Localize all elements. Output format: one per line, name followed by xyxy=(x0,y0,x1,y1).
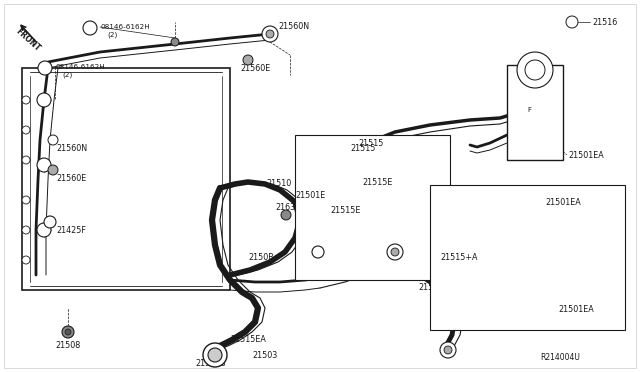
Bar xyxy=(430,185,625,330)
Circle shape xyxy=(440,342,456,358)
Circle shape xyxy=(37,158,51,172)
Circle shape xyxy=(62,326,74,338)
Text: 21501EA: 21501EA xyxy=(545,198,580,206)
Text: 21501B: 21501B xyxy=(455,321,486,330)
Text: 21501B: 21501B xyxy=(418,283,449,292)
Bar xyxy=(295,135,450,280)
Text: 21508: 21508 xyxy=(55,340,80,350)
Text: (2): (2) xyxy=(62,72,72,78)
Text: B: B xyxy=(43,65,47,71)
Circle shape xyxy=(525,60,545,80)
Text: 21631+A: 21631+A xyxy=(275,202,312,212)
Text: 21425F: 21425F xyxy=(56,225,86,234)
Text: 21501EA: 21501EA xyxy=(568,151,604,160)
Circle shape xyxy=(262,26,278,42)
Circle shape xyxy=(387,244,403,260)
Circle shape xyxy=(22,226,30,234)
Text: F: F xyxy=(527,107,531,113)
Text: 21515: 21515 xyxy=(358,138,383,148)
Text: 21501: 21501 xyxy=(378,238,403,247)
Circle shape xyxy=(48,165,58,175)
Text: 21515EA: 21515EA xyxy=(230,336,266,344)
Circle shape xyxy=(44,216,56,228)
Circle shape xyxy=(266,30,274,38)
Circle shape xyxy=(281,210,291,220)
Text: 08146-6162H: 08146-6162H xyxy=(100,24,150,30)
Circle shape xyxy=(517,52,553,88)
Text: 21560N: 21560N xyxy=(56,144,87,153)
Bar xyxy=(507,65,563,160)
Text: 21510: 21510 xyxy=(266,179,291,187)
Text: 21501B: 21501B xyxy=(195,359,226,368)
Circle shape xyxy=(38,61,52,75)
Circle shape xyxy=(22,156,30,164)
Text: (2): (2) xyxy=(107,32,117,38)
Circle shape xyxy=(37,93,51,107)
Text: FRONT: FRONT xyxy=(14,27,42,53)
Text: 21501E: 21501E xyxy=(295,190,325,199)
Text: 08146-6162H: 08146-6162H xyxy=(55,64,105,70)
Bar xyxy=(22,68,230,290)
Text: 21515: 21515 xyxy=(350,144,376,153)
Circle shape xyxy=(22,196,30,204)
Circle shape xyxy=(203,343,227,367)
Circle shape xyxy=(208,348,222,362)
Circle shape xyxy=(65,329,71,335)
Text: R214004U: R214004U xyxy=(540,353,580,362)
Text: 21501EA: 21501EA xyxy=(558,305,594,314)
Circle shape xyxy=(243,55,253,65)
Circle shape xyxy=(48,135,58,145)
Circle shape xyxy=(171,38,179,46)
Text: B: B xyxy=(88,26,92,31)
Text: 21515E: 21515E xyxy=(330,205,360,215)
Circle shape xyxy=(391,248,399,256)
Circle shape xyxy=(566,16,578,28)
Text: 21503: 21503 xyxy=(252,350,277,359)
Text: 21515E: 21515E xyxy=(362,177,392,186)
Text: 21425F: 21425F xyxy=(322,244,352,253)
Circle shape xyxy=(37,223,51,237)
Circle shape xyxy=(312,246,324,258)
Text: 21560E: 21560E xyxy=(56,173,86,183)
Circle shape xyxy=(22,126,30,134)
Circle shape xyxy=(83,21,97,35)
Circle shape xyxy=(22,256,30,264)
Text: 21516: 21516 xyxy=(592,17,617,26)
Text: 21560N: 21560N xyxy=(278,22,309,31)
Text: 21515+A: 21515+A xyxy=(440,253,477,263)
Circle shape xyxy=(22,96,30,104)
Text: 2150B: 2150B xyxy=(248,253,274,263)
Circle shape xyxy=(444,346,452,354)
Text: 21560E: 21560E xyxy=(240,64,270,73)
